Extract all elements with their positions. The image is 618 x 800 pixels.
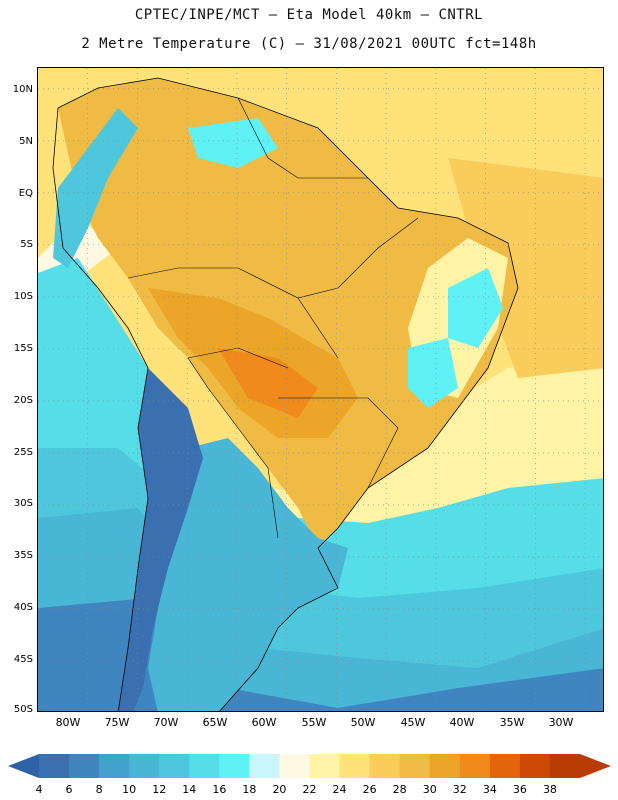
lon-label: 60W (251, 716, 277, 729)
colorbar-tick-label: 24 (332, 783, 347, 796)
colorbar-cell (279, 754, 310, 778)
colorbar-tick-label: 34 (482, 783, 497, 796)
amazon-highland-patch (188, 118, 278, 168)
colorbar-tick-label: 14 (182, 783, 197, 796)
colorbar-cell (429, 754, 461, 778)
colorbar-cell (129, 754, 160, 778)
ocean-tropical-band (448, 158, 603, 378)
colorbar-cell (159, 754, 190, 778)
lon-label: 50W (350, 716, 376, 729)
colorbar-tick-label: 22 (302, 783, 317, 796)
colorbar-tick-label: 6 (65, 783, 73, 796)
colorbar-tick-label: 26 (362, 783, 377, 796)
brazil-east-cold-patch (408, 338, 458, 408)
lat-label: 10S (13, 291, 33, 302)
lat-label: 5S (20, 239, 33, 250)
colorbar-cell (489, 754, 521, 778)
colorbar-cell (99, 754, 130, 778)
lat-label: 40S (13, 602, 33, 613)
colorbar-tick-label: 32 (452, 783, 467, 796)
colorbar-tick-label: 10 (122, 783, 137, 796)
colorbar-cell (309, 754, 341, 778)
andes-cold-band (118, 368, 203, 711)
map-subtitle: 2 Metre Temperature (C) – 31/08/2021 00U… (81, 36, 537, 52)
colorbar-cell (249, 754, 280, 778)
colorbar-cell (549, 754, 581, 778)
colorbar-tick-label: 30 (422, 783, 437, 796)
lon-label: 70W (153, 716, 179, 729)
continent-hot-spot (218, 348, 318, 418)
colorbar-tick-label: 28 (392, 783, 407, 796)
lon-label: 30W (548, 716, 574, 729)
colorbar-cell (369, 754, 401, 778)
lat-label: 15S (13, 343, 33, 354)
colorbar-cell (69, 754, 100, 778)
lat-label: 25S (13, 447, 33, 458)
coastline (52, 77, 519, 711)
temperature-map (38, 68, 603, 711)
brazil-coast-cold-patch (448, 268, 503, 348)
lat-label: 20S (13, 395, 33, 406)
andes-cool-north (53, 108, 138, 268)
colorbar-tick-label: 4 (35, 783, 43, 796)
colorbar-cell (219, 754, 250, 778)
lon-label: 35W (499, 716, 525, 729)
colorbar-tick-label: 12 (152, 783, 167, 796)
colorbar-cell (39, 754, 70, 778)
lon-label: 75W (104, 716, 130, 729)
lon-label: 45W (400, 716, 426, 729)
map-panel (37, 67, 604, 712)
map-title: CPTEC/INPE/MCT – Eta Model 40km – CNTRL (134, 7, 484, 23)
colorbar-tick-label: 16 (212, 783, 227, 796)
lon-label: 40W (449, 716, 475, 729)
colorbar-cell (189, 754, 220, 778)
temperature-colorbar (8, 754, 611, 778)
lat-label: 5N (19, 136, 33, 147)
colorbar-tick-label: 8 (95, 783, 103, 796)
colorbar-tick-label: 20 (272, 783, 287, 796)
colorbar-low-arrow (8, 754, 39, 778)
country-borders (127, 97, 419, 539)
colorbar-high-arrow (580, 754, 611, 778)
colorbar-tick-label: 36 (512, 783, 527, 796)
lat-label: 45S (13, 654, 33, 665)
southern-cone-field (148, 438, 348, 711)
lon-label: 55W (301, 716, 327, 729)
colorbar-cell (519, 754, 551, 778)
lat-label: 50S (13, 704, 33, 715)
colorbar-cell (399, 754, 431, 778)
lat-label: 10N (12, 84, 33, 95)
lat-label: 30S (13, 498, 33, 509)
colorbar-cell (339, 754, 371, 778)
lon-label: 65W (202, 716, 228, 729)
lat-label: EQ (18, 188, 33, 199)
lat-label: 35S (13, 550, 33, 561)
continent-warm-field (58, 78, 518, 548)
colorbar-tick-label: 18 (242, 783, 257, 796)
colorbar-tick-label: 38 (542, 783, 557, 796)
colorbar-cell (459, 754, 491, 778)
lon-label: 80W (55, 716, 81, 729)
